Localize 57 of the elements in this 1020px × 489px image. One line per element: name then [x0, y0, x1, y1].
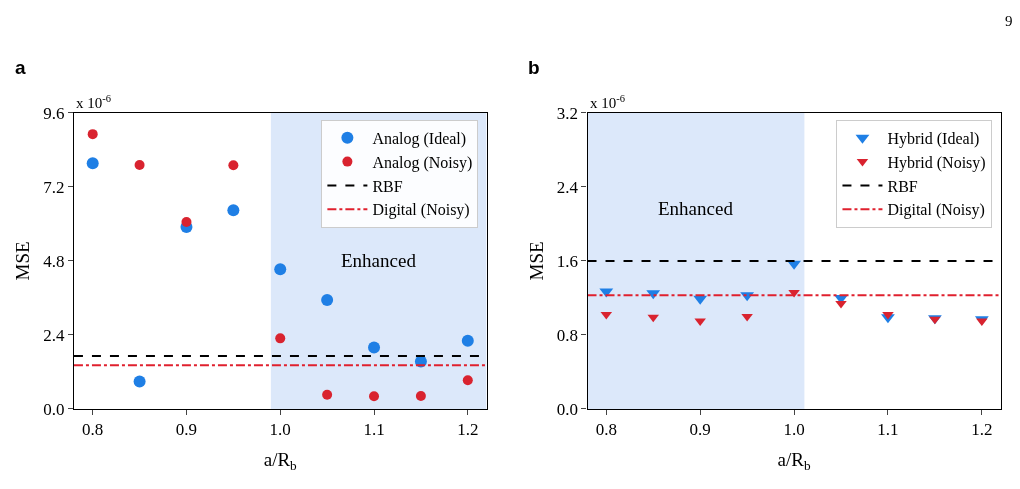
- x-axis-title: a/R$_{b}$: [777, 449, 811, 474]
- legend-label: Analog (Noisy): [372, 153, 473, 172]
- point: [741, 313, 753, 322]
- point: [275, 333, 286, 344]
- point: [274, 263, 287, 276]
- point: [321, 294, 334, 307]
- x-tick-label: 1.1: [877, 420, 899, 440]
- x-tick-label: 1.0: [269, 420, 291, 440]
- y-tick-label: 0.0: [556, 399, 579, 419]
- point: [181, 217, 192, 228]
- y-tick-label: 4.8: [43, 251, 65, 271]
- x-tick-label: 1.0: [783, 420, 805, 440]
- point: [133, 375, 146, 388]
- point: [322, 389, 333, 400]
- legend-label: RBF: [887, 177, 918, 195]
- point: [368, 341, 381, 354]
- x-tick-label: 0.8: [82, 420, 104, 440]
- y-tick-label: 1.6: [556, 251, 579, 271]
- point: [462, 375, 473, 386]
- x-tick-label: 1.1: [363, 420, 385, 440]
- point: [87, 129, 98, 140]
- y-tick-label: 2.4: [556, 177, 579, 197]
- y-axis-title: MSE: [525, 241, 547, 281]
- y-tick-label: 2.4: [43, 325, 65, 345]
- y-tick-label: 0.0: [43, 399, 65, 419]
- text: x 10$^{-6}$: [76, 93, 111, 112]
- x-tick-label: 0.9: [175, 420, 198, 440]
- y-tick-label: 3.2: [556, 103, 579, 123]
- point: [369, 391, 380, 402]
- legend-label: Digital (Noisy): [372, 201, 470, 220]
- chart-title: a: [15, 57, 26, 78]
- x-tick-label: 0.8: [595, 420, 617, 440]
- legend-label: Hybrid (Noisy): [887, 153, 986, 172]
- x-tick-label: 1.2: [457, 420, 479, 440]
- band-label: Enhanced: [658, 198, 734, 219]
- point: [461, 334, 474, 347]
- point: [134, 160, 145, 170]
- y-tick-label: 7.2: [43, 177, 65, 197]
- point: [228, 160, 239, 171]
- legend-label: Hybrid (Ideal): [887, 130, 980, 149]
- legend-label: Digital (Noisy): [887, 201, 985, 220]
- y-axis-title: MSE: [12, 241, 34, 281]
- x-tick-label: 0.9: [689, 420, 711, 440]
- text: x 10$^{-6}$: [590, 93, 625, 112]
- legend-label: Analog (Ideal): [372, 130, 467, 149]
- band-label: Enhanced: [341, 250, 417, 271]
- y-tick-label: 0.8: [556, 325, 579, 345]
- point: [227, 204, 240, 217]
- legend-label: RBF: [372, 177, 403, 195]
- point: [415, 391, 426, 402]
- point: [86, 157, 99, 170]
- text: 9: [1005, 13, 1013, 29]
- chart-title: b: [528, 57, 540, 78]
- x-axis-title: a/R$_{b}$: [263, 449, 298, 474]
- y-tick-label: 9.6: [43, 103, 65, 123]
- point: [835, 300, 847, 309]
- x-tick-label: 1.2: [971, 420, 993, 440]
